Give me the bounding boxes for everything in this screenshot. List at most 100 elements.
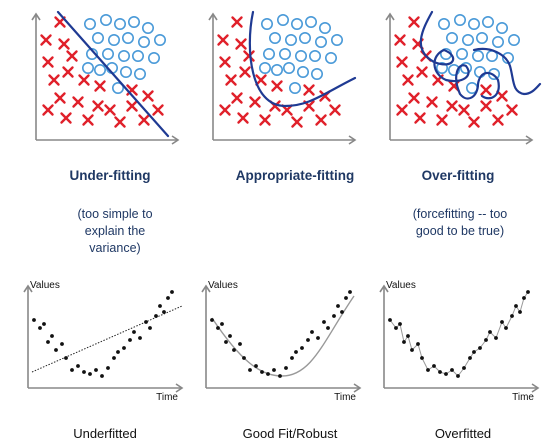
data-point [332,314,336,318]
data-point [170,290,174,294]
data-point [112,356,116,360]
data-point [260,370,264,374]
data-point [310,330,314,334]
goodfit-classification-panel [205,10,370,150]
red-cross-icon [492,114,504,126]
data-point [284,366,288,370]
data-point [522,296,526,300]
blue-circle-icon [492,35,505,48]
blue-circle-icon [462,33,475,46]
goodfit-regression-panel: Values Time [200,280,368,405]
data-point [432,364,436,368]
blue-circle-icon [108,33,121,46]
underfitting-note-line: explain the [84,224,146,238]
data-point [138,336,142,340]
blue-circle-icon [154,33,167,46]
data-point [38,326,42,330]
red-cross-icon [480,84,492,96]
red-cross-icon [249,96,261,108]
data-point [254,364,258,368]
data-point [50,334,54,338]
data-point [344,296,348,300]
blue-circle-icon [100,14,113,26]
data-point [278,374,282,378]
blue-circle-icon [83,18,96,30]
data-point [294,350,298,354]
data-point [64,356,68,360]
red-cross-icon [303,84,315,96]
fit-line [31,305,183,373]
red-cross-icon [480,100,492,112]
data-point [154,314,158,318]
blue-circle-icon [285,33,298,46]
blue-circle-icon [102,47,115,60]
underfitted-regression-panel: Values Time [22,280,190,405]
data-point [398,322,402,326]
red-cross-icon [126,100,138,112]
overfit-classification-plot [385,10,542,145]
underfitting-note-line: variance) [89,241,141,255]
goodfit-classification-plot [208,10,357,145]
red-cross-icon [271,80,283,92]
values-axis-label: Values [386,280,416,291]
blue-circle-icon [297,65,310,78]
blue-circle-icon [456,47,469,60]
data-point [148,326,152,330]
x-axis-arrow [171,135,180,145]
data-point [238,342,242,346]
blue-circle-icon [299,31,312,44]
blue-circle-icon [271,63,284,76]
blue-circle-icon [114,18,127,30]
red-cross-icon [436,114,448,126]
red-cross-icon [235,38,247,50]
blue-circle-icon [260,18,273,30]
blue-circle-icon [482,16,495,28]
data-point [272,368,276,372]
blue-circle-icon [120,65,133,78]
red-cross-icon [72,96,84,108]
data-point [336,304,340,308]
red-cross-icon [237,112,249,124]
data-point [468,356,472,360]
red-cross-icon [239,66,251,78]
underfitting-heading: Under-fitting [69,168,151,183]
data-point [394,326,398,330]
blue-circle-icon [94,63,107,76]
red-cross-icon [506,104,518,116]
blue-circle-icon [311,67,324,80]
data-point [316,336,320,340]
blue-circle-icon [291,18,304,30]
data-point [456,374,460,378]
red-cross-icon [62,66,74,78]
values-axis-label: Values [208,280,238,291]
blue-circle-icon [269,31,282,44]
red-cross-icon [329,104,341,116]
blue-circle-icon [315,35,328,48]
underfitting-note: (too simple to explain the variance) [50,206,180,257]
red-cross-icon [255,74,267,86]
blue-circle-icon [295,49,308,62]
data-point [32,318,36,322]
data-point [420,356,424,360]
data-point [42,322,46,326]
red-cross-icon [446,100,458,112]
data-point [514,304,518,308]
blue-circle-icon [289,82,302,95]
red-cross-icon [82,114,94,126]
red-cross-icon [243,50,255,62]
red-cross-icon [408,92,420,104]
red-cross-icon [402,74,414,86]
blue-circle-icon [112,82,125,95]
data-point [122,346,126,350]
data-point [158,304,162,308]
data-point [128,338,132,342]
red-cross-icon [54,92,66,104]
fit-curve-overfitted [389,291,529,377]
blue-circle-icon [325,51,338,64]
red-cross-icon [408,16,420,28]
red-cross-icon [217,34,229,46]
data-point [216,326,220,330]
x-axis-arrow [525,135,534,145]
data-point [116,350,120,354]
data-point [410,348,414,352]
